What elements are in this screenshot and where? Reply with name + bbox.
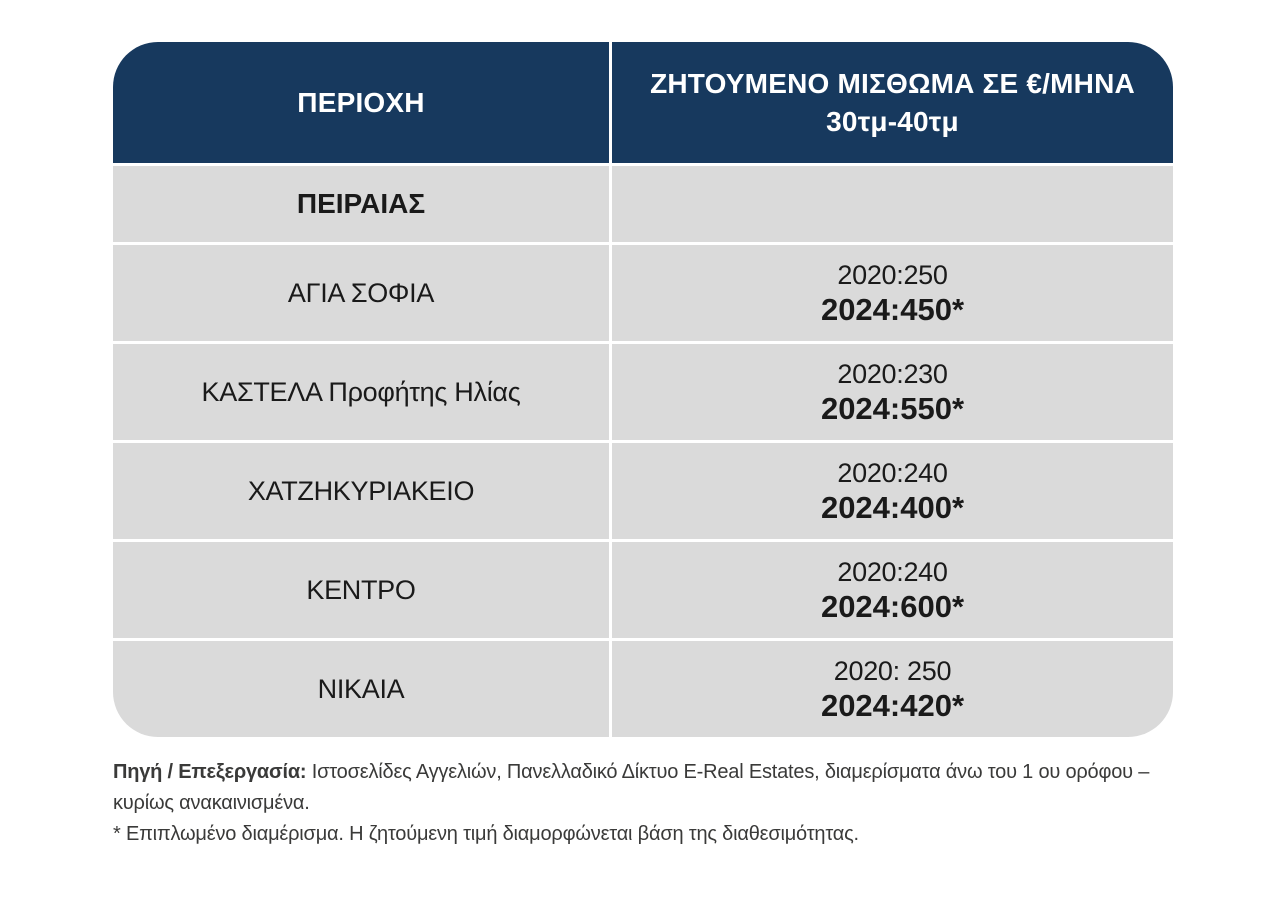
section-label: ΠΕΙΡΑΙΑΣ <box>296 188 426 219</box>
table-row-values: 2020:230 2024:550* <box>612 344 1173 440</box>
area-label: ΚΑΣΤΕΛΑ Προφήτης Ηλίας <box>201 376 521 407</box>
header-rent-label-line1: ΖΗΤΟΥΜΕΝΟ ΜΙΣΘΩΜΑ ΣΕ €/ΜΗΝΑ <box>650 67 1135 99</box>
header-rent-label-line2: 30τμ-40τμ <box>826 105 959 137</box>
rent-2024-value: 2024:550* <box>820 390 965 426</box>
table-row-area: ΚΑΣΤΕΛΑ Προφήτης Ηλίας <box>113 344 609 440</box>
rent-2024-value: 2024:600* <box>820 588 965 624</box>
area-label: ΧΑΤΖΗΚΥΡΙΑΚΕΙΟ <box>247 475 475 506</box>
rent-2020-value: 2020:240 <box>837 457 948 488</box>
section-row-label: ΠΕΙΡΑΙΑΣ <box>113 166 609 242</box>
table-row-area: ΧΑΤΖΗΚΥΡΙΑΚΕΙΟ <box>113 443 609 539</box>
source-label: Πηγή / Επεξεργασία: <box>113 761 307 783</box>
header-area-label: ΠΕΡΙΟΧΗ <box>297 86 425 118</box>
rent-2024-value: 2024:420* <box>820 687 965 723</box>
section-row-empty-cell <box>612 166 1173 242</box>
area-label: ΚΕΝΤΡΟ <box>306 574 416 605</box>
table-row-values: 2020:250 2024:450* <box>612 245 1173 341</box>
area-label: ΝΙΚΑΙΑ <box>317 673 405 704</box>
source-text: Ιστοσελίδες Αγγελιών, Πανελλαδικό Δίκτυο… <box>113 761 1150 814</box>
area-label: ΑΓΙΑ ΣΟΦΙΑ <box>287 277 435 308</box>
rent-2020-value: 2020: 250 <box>833 655 952 686</box>
rent-2024-value: 2024:400* <box>820 489 965 525</box>
rent-2020-value: 2020:240 <box>837 556 948 587</box>
table-row-values: 2020: 250 2024:420* <box>612 641 1173 737</box>
header-cell-rent: ΖΗΤΟΥΜΕΝΟ ΜΙΣΘΩΜΑ ΣΕ €/ΜΗΝΑ 30τμ-40τμ <box>612 42 1173 163</box>
asterisk-note: * Επιπλωμένο διαμέρισμα. Η ζητούμενη τιμ… <box>113 823 859 845</box>
table-row-values: 2020:240 2024:400* <box>612 443 1173 539</box>
rent-2024-value: 2024:450* <box>820 291 965 327</box>
table-row-area: ΚΕΝΤΡΟ <box>113 542 609 638</box>
header-cell-area: ΠΕΡΙΟΧΗ <box>113 42 609 163</box>
footnotes: Πηγή / Επεξεργασία: Ιστοσελίδες Αγγελιών… <box>113 757 1175 850</box>
table-row-values: 2020:240 2024:600* <box>612 542 1173 638</box>
table-row-area: ΝΙΚΑΙΑ <box>113 641 609 737</box>
rent-2020-value: 2020:230 <box>837 358 948 389</box>
table-row-area: ΑΓΙΑ ΣΟΦΙΑ <box>113 245 609 341</box>
source-line: Πηγή / Επεξεργασία: Ιστοσελίδες Αγγελιών… <box>113 757 1175 819</box>
rent-table: ΠΕΡΙΟΧΗ ΖΗΤΟΥΜΕΝΟ ΜΙΣΘΩΜΑ ΣΕ €/ΜΗΝΑ 30τμ… <box>113 42 1173 737</box>
rent-2020-value: 2020:250 <box>837 259 948 290</box>
